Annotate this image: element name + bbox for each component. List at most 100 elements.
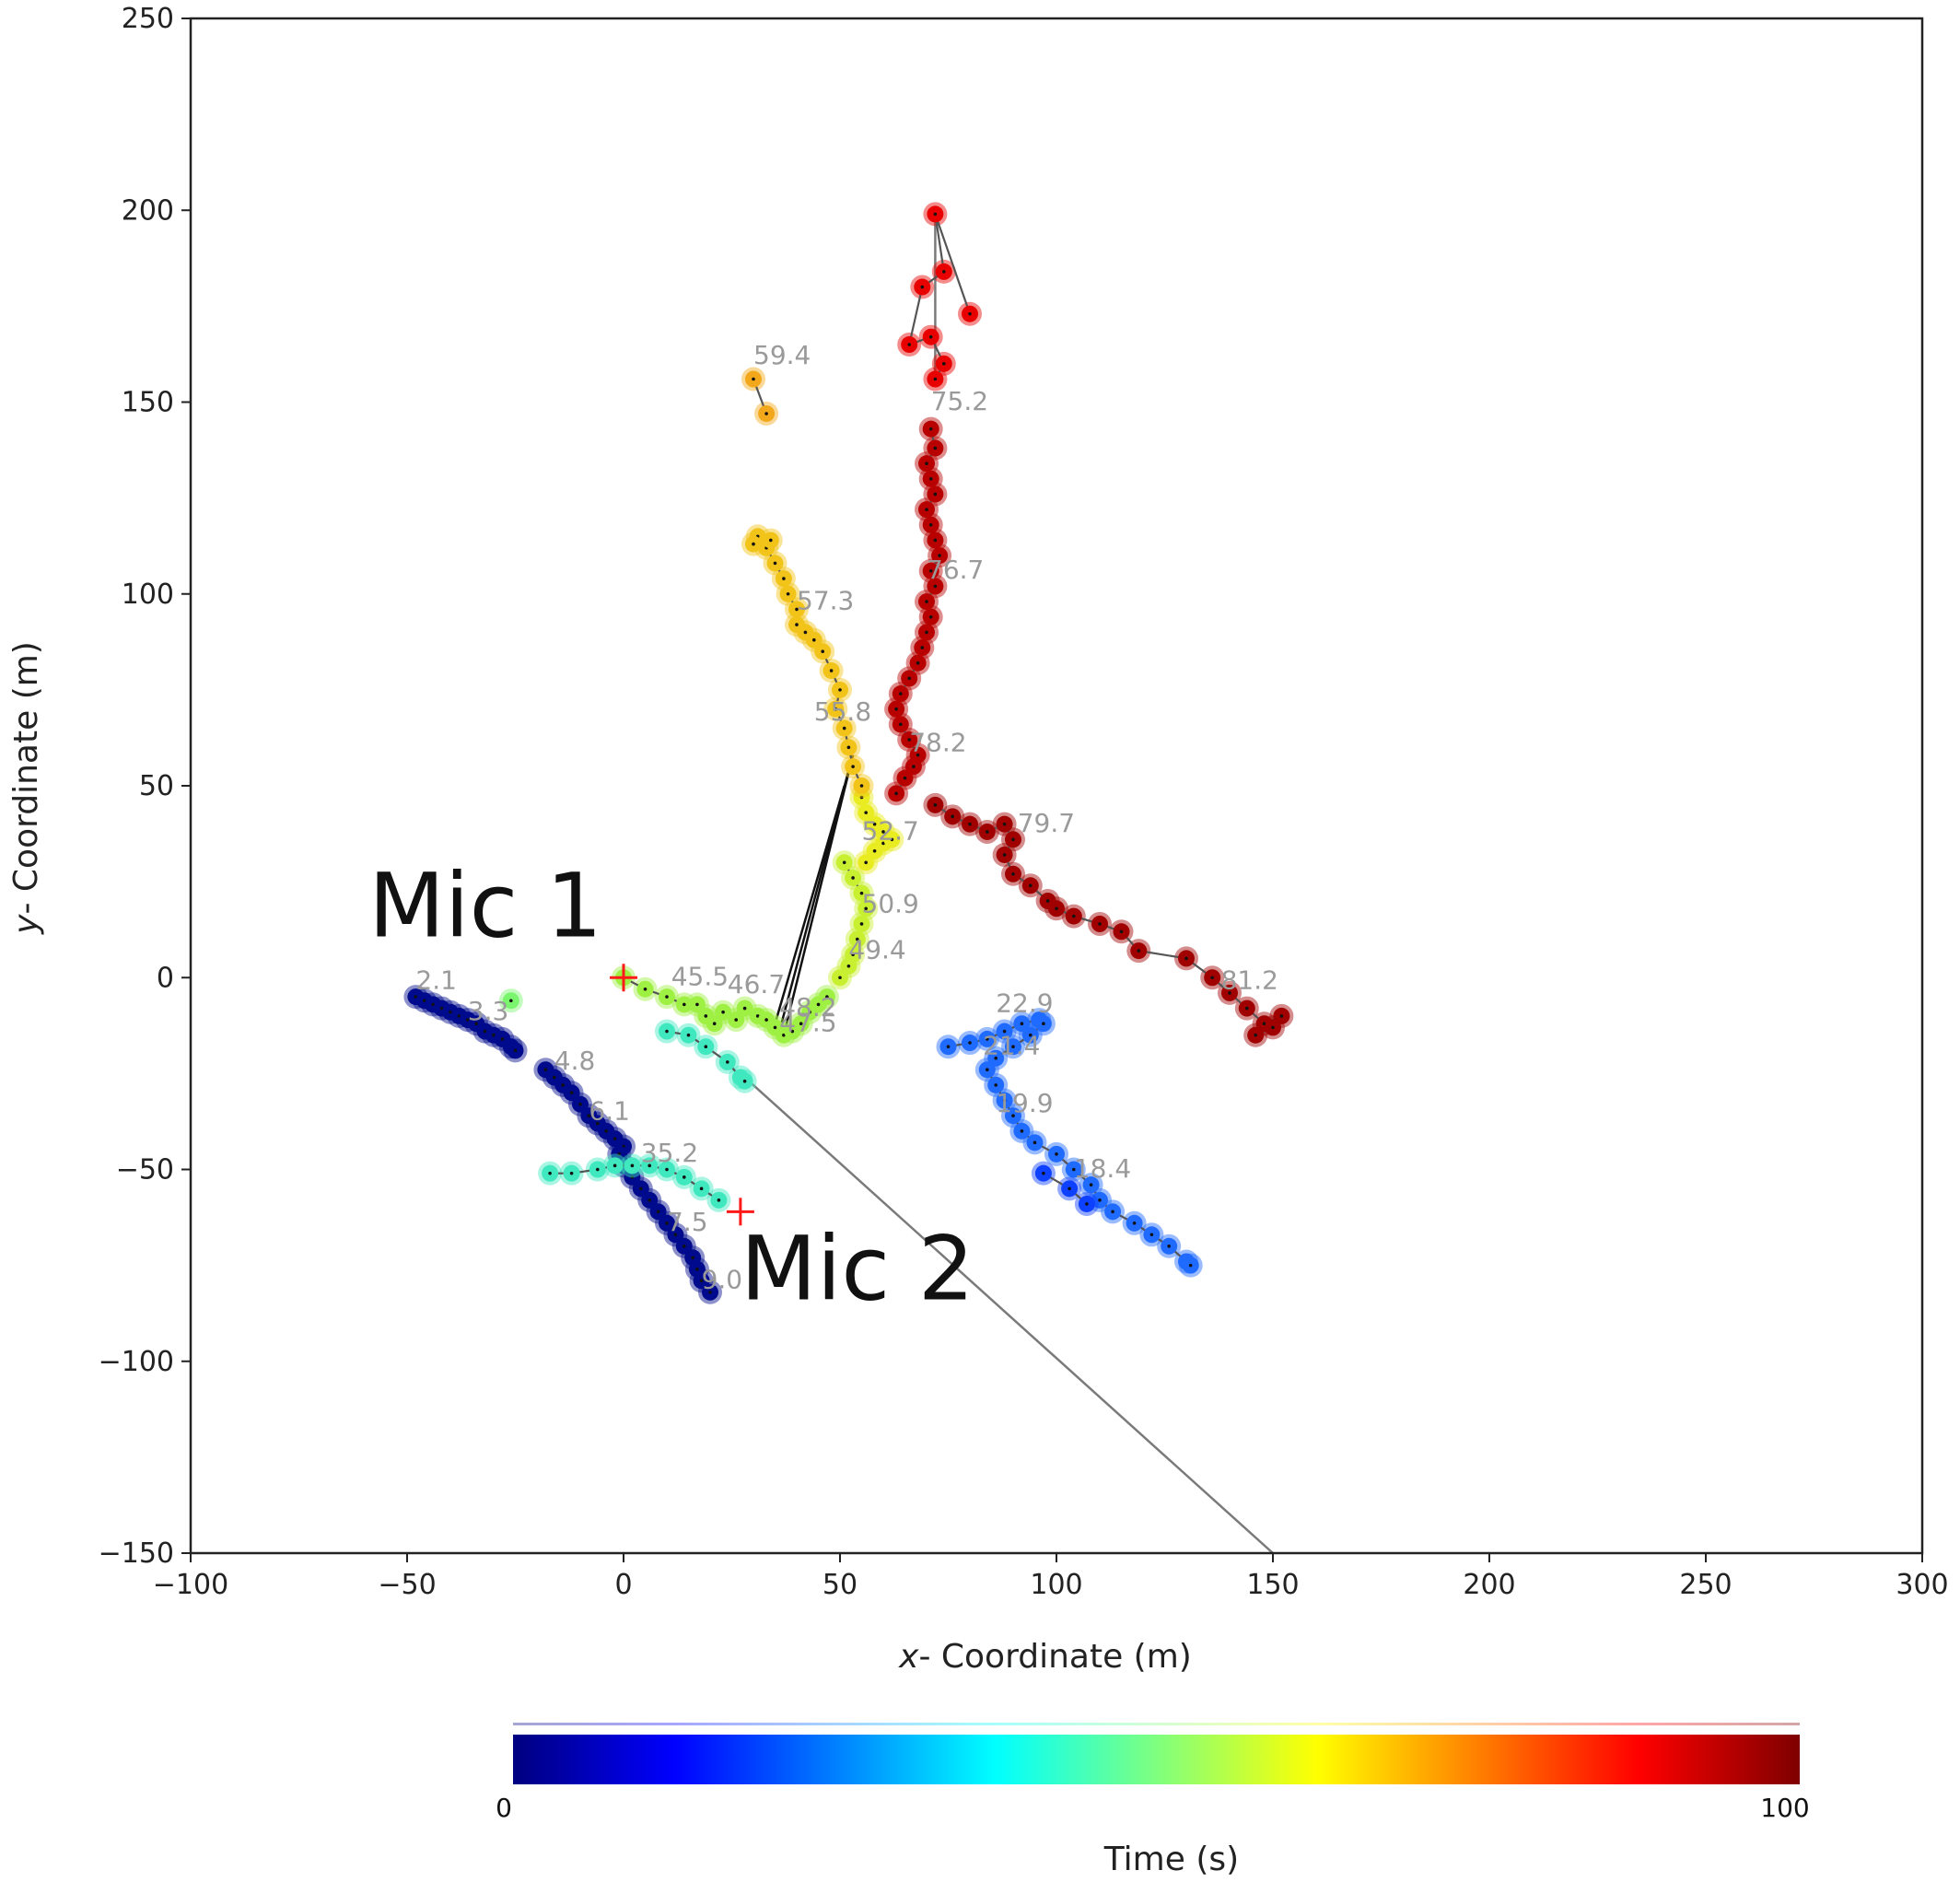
track-point-center	[691, 1256, 694, 1260]
track-line	[550, 1164, 720, 1201]
track-point-center	[916, 753, 920, 757]
track-point-center	[752, 377, 755, 381]
track-point-center	[439, 1006, 444, 1011]
track-point-center	[1245, 1006, 1249, 1011]
track-point-center	[1098, 922, 1102, 926]
track-point-center	[933, 377, 938, 381]
y-tick-label: 0	[157, 962, 174, 994]
colorbar-bar	[513, 1735, 1800, 1784]
track-point-center	[925, 600, 928, 603]
track-point-center	[712, 1022, 717, 1026]
track-series	[741, 367, 779, 426]
track-point-center	[1042, 1022, 1045, 1026]
x-tick-label: 200	[1463, 1569, 1515, 1601]
track-point-center	[764, 1018, 768, 1022]
y-tick-label: −50	[116, 1154, 174, 1186]
x-axis-title-italic: x	[898, 1638, 919, 1676]
track-point-center	[648, 1163, 651, 1168]
track-point-center	[1002, 1098, 1007, 1103]
track-point-center	[1029, 883, 1032, 888]
track-point-center	[587, 1114, 591, 1117]
track-point-center	[734, 1018, 738, 1022]
track-point-center	[500, 1037, 505, 1041]
axes: −100 −50 0 50 100 150 200 250 300−150−100−500501…	[99, 3, 1949, 1601]
track-point-center	[755, 1014, 760, 1018]
track-point-center	[695, 1002, 699, 1007]
x-tick-label: 50	[822, 1569, 858, 1601]
time-label: 81.2	[1221, 965, 1278, 996]
track-point-center	[1011, 837, 1015, 842]
track-point-center	[1262, 1022, 1266, 1026]
track-point-center	[548, 1171, 552, 1175]
track-point-center	[596, 1167, 600, 1172]
track-point-center	[1085, 1202, 1089, 1206]
track-point-center	[483, 1029, 487, 1034]
track-point-center	[1072, 914, 1076, 918]
track-point-center	[812, 637, 816, 642]
track-point-center	[946, 1045, 951, 1049]
track-point-center	[682, 1002, 686, 1007]
track-point-center	[704, 1045, 708, 1049]
track-point-center	[769, 538, 773, 543]
track-point-center	[890, 837, 894, 842]
track-point-center	[916, 660, 920, 665]
track-point-center	[639, 1186, 643, 1191]
track-series	[936, 1008, 1203, 1278]
track-point-center	[859, 891, 864, 895]
plot-frame	[189, 17, 1924, 1555]
track-point-center	[752, 542, 755, 546]
y-axis-title-rest: - Coordinate (m)	[7, 641, 45, 914]
track-point-center	[1011, 871, 1015, 876]
track-point-center	[1167, 1245, 1171, 1248]
x-axis-title-rest: - Coordinate (m)	[918, 1638, 1191, 1676]
track-point-center	[553, 1075, 556, 1080]
track-point-center	[457, 1014, 461, 1018]
track-point-center	[912, 765, 916, 768]
track-point-center	[665, 995, 669, 999]
time-label: 76.7	[927, 555, 984, 585]
track-point-center	[786, 591, 790, 596]
x-tick-label: 300	[1896, 1569, 1948, 1601]
track-point-center	[1055, 906, 1058, 911]
time-label: 35.2	[641, 1138, 698, 1168]
track-point-center	[928, 522, 933, 527]
track-series	[403, 985, 528, 1063]
track-point-center	[1089, 1183, 1093, 1186]
time-label: 79.7	[1018, 808, 1075, 838]
time-label: 47.5	[779, 1008, 836, 1038]
colorbar-min-label: 0	[496, 1793, 512, 1823]
x-tick-label: 150	[1246, 1569, 1299, 1601]
track-point-center	[431, 1002, 436, 1007]
y-tick-label: 150	[122, 387, 174, 419]
track-point-center	[872, 822, 877, 826]
track-point-center	[942, 270, 946, 274]
time-label: 59.4	[753, 340, 811, 370]
track-point-center	[894, 791, 898, 796]
track-point-center	[782, 577, 786, 580]
track-point-center	[721, 1010, 725, 1014]
y-tick-label: 200	[122, 194, 174, 227]
track-point-center	[1271, 1025, 1275, 1030]
track-point-center	[742, 1079, 747, 1083]
track-point-center	[925, 630, 928, 635]
y-tick-label: 250	[122, 3, 174, 35]
track-point-center	[764, 412, 768, 415]
track-point-center	[907, 738, 911, 742]
track-point-center	[928, 614, 933, 619]
track-point-center	[1132, 1222, 1137, 1225]
track-point-center	[673, 1233, 678, 1237]
track-point-center	[816, 1002, 821, 1007]
time-label: 48.2	[779, 992, 836, 1023]
mic-label: Mic 2	[741, 1217, 974, 1320]
y-tick-label: 100	[122, 579, 174, 611]
track-point-center	[799, 1022, 803, 1026]
track-point-center	[1137, 949, 1141, 953]
time-label: 46.7	[728, 969, 785, 999]
microphone-marker	[726, 1198, 754, 1226]
track-point-center	[612, 1163, 617, 1168]
x-tick-label: 0	[614, 1569, 632, 1601]
track-point-center	[1011, 1045, 1015, 1049]
track-point-center	[846, 745, 851, 750]
track-point-center	[1032, 1140, 1037, 1145]
